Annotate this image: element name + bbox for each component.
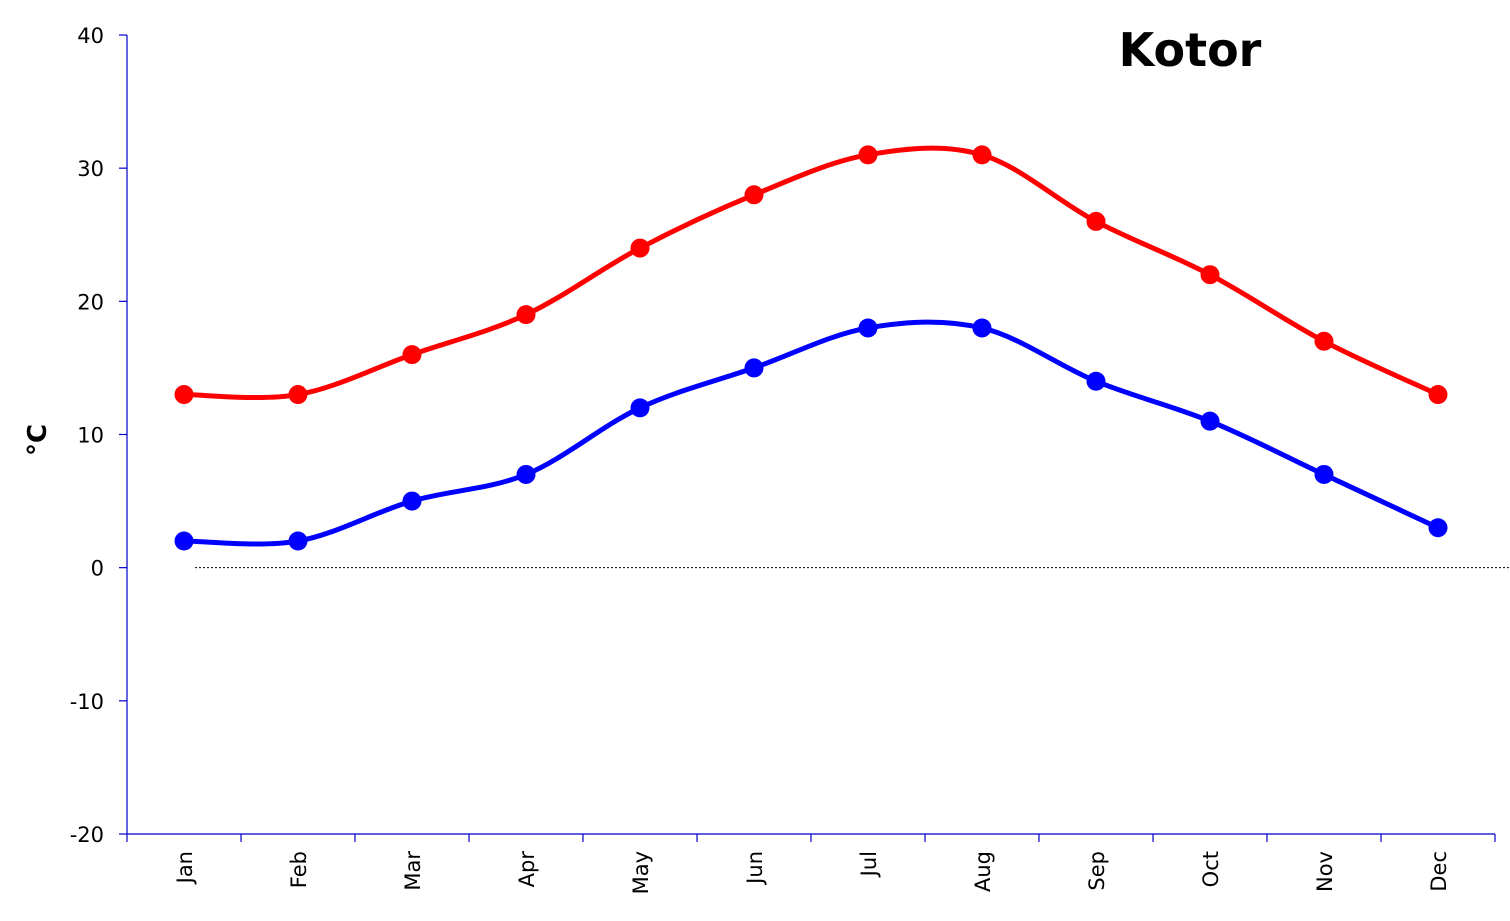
x-ticks: Jan Feb Mar Apr May Jun Jul Aug Sep Oct Nov Dec: [126, 834, 1496, 894]
y-ticks: -20 -10 0 10 20 30 40: [70, 24, 127, 847]
data-point: [516, 305, 536, 325]
y-tick-label: 10: [77, 424, 104, 448]
x-tick-label: Feb: [287, 851, 311, 888]
x-tick-label: Dec: [1427, 851, 1451, 892]
x-tick-label: Nov: [1313, 851, 1337, 892]
x-tick-label: Aug: [971, 851, 995, 892]
series-line: [181, 319, 1441, 547]
y-tick-label: 0: [91, 557, 104, 581]
data-point: [744, 185, 764, 205]
x-tick-label: Apr: [515, 851, 539, 888]
data-point: [1428, 518, 1448, 538]
data-point: [1314, 464, 1334, 484]
data-point: [1200, 411, 1220, 431]
data-point: [1086, 211, 1106, 231]
series-line: [181, 145, 1441, 400]
data-point: [288, 531, 308, 551]
y-axis-label: °C: [23, 424, 53, 456]
data-point: [1086, 371, 1106, 391]
chart-title: Kotor: [1119, 23, 1262, 77]
data-point: [174, 531, 194, 551]
data-point: [288, 385, 308, 405]
data-point: [744, 358, 764, 378]
axes: [126, 35, 1510, 835]
data-point: [972, 318, 992, 338]
data-point: [1200, 265, 1220, 285]
x-tick-label: Jul: [857, 851, 881, 878]
x-tick-label: May: [629, 851, 653, 894]
y-tick-label: 30: [77, 157, 104, 181]
data-point: [402, 345, 422, 365]
x-tick-label: Mar: [401, 851, 425, 891]
y-tick-label: -20: [70, 823, 104, 847]
data-point: [630, 238, 650, 258]
x-tick-label: Jun: [743, 851, 767, 886]
series-1: [174, 145, 1448, 405]
series-2: [174, 318, 1448, 551]
data-point: [1428, 385, 1448, 405]
data-point: [858, 145, 878, 165]
x-tick-label: Oct: [1199, 851, 1223, 887]
y-tick-label: 20: [77, 290, 104, 314]
x-tick-label: Sep: [1085, 851, 1109, 891]
data-point: [516, 464, 536, 484]
y-tick-label: 40: [77, 24, 104, 48]
data-point: [402, 491, 422, 511]
data-point: [630, 398, 650, 418]
data-point: [972, 145, 992, 165]
data-point: [174, 385, 194, 405]
series-group: [174, 145, 1448, 551]
y-tick-label: -10: [70, 690, 104, 714]
data-point: [858, 318, 878, 338]
data-point: [1314, 331, 1334, 351]
x-tick-label: Jan: [173, 851, 197, 885]
